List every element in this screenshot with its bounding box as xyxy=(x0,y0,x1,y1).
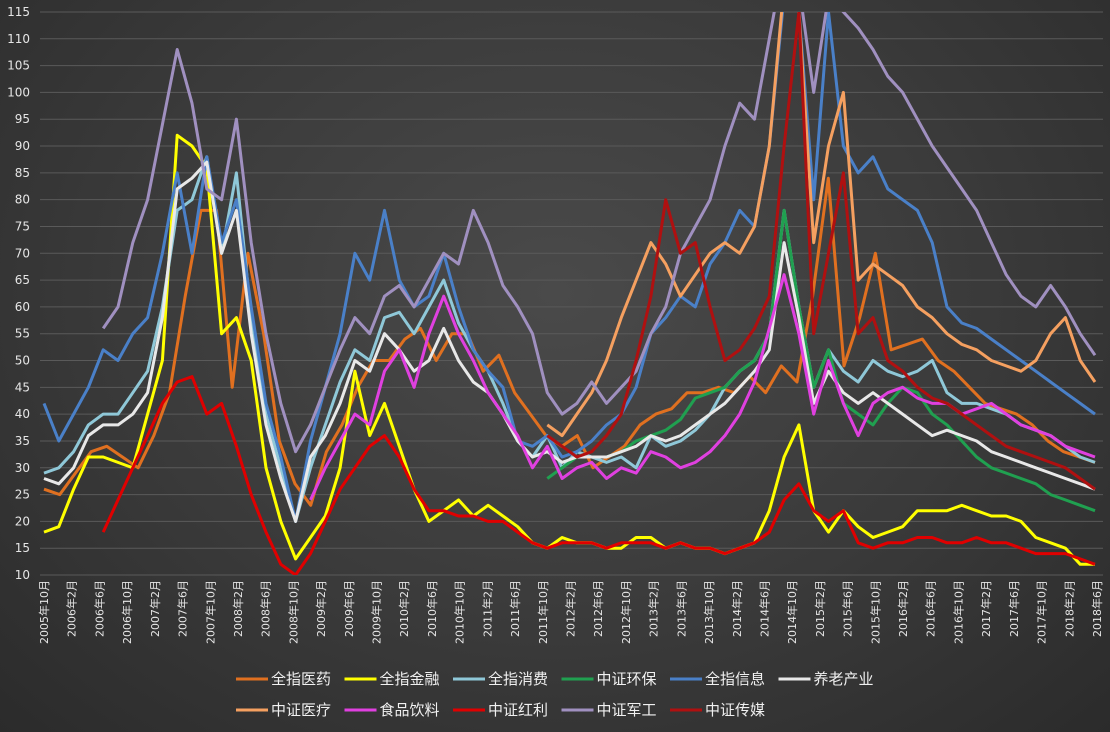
x-tick-label: 2008年2月 xyxy=(231,580,245,637)
legend-label: 全指消费 xyxy=(488,670,548,688)
x-tick-label: 2011年2月 xyxy=(480,580,494,637)
x-tick-label: 2006年2月 xyxy=(65,580,79,637)
y-tick-label: 115 xyxy=(7,5,30,19)
series-line-0 xyxy=(43,176,1096,507)
series-line-6 xyxy=(546,12,1097,438)
x-tick-label: 2006年10月 xyxy=(120,580,134,644)
x-tick-label: 2010年6月 xyxy=(425,580,439,637)
x-tick-label: 2013年2月 xyxy=(647,580,661,637)
y-tick-label: 105 xyxy=(7,59,30,73)
x-tick-label: 2014年2月 xyxy=(730,580,744,637)
x-tick-label: 2014年6月 xyxy=(757,580,771,637)
x-tick-label: 2015年2月 xyxy=(813,580,827,637)
series-line-4 xyxy=(42,12,1096,523)
y-tick-label: 15 xyxy=(15,541,30,555)
y-tick-label: 95 xyxy=(15,112,30,126)
x-tick-label: 2018年2月 xyxy=(1062,580,1076,637)
y-tick-label: 65 xyxy=(15,273,30,287)
x-tick-label: 2006年6月 xyxy=(92,580,106,637)
x-tick-label: 2009年6月 xyxy=(342,580,356,637)
y-tick-label: 110 xyxy=(7,32,30,46)
y-tick-label: 10 xyxy=(15,568,30,582)
y-tick-label: 45 xyxy=(15,380,30,394)
x-tick-label: 2013年6月 xyxy=(674,580,688,637)
y-tick-label: 80 xyxy=(15,193,30,207)
x-tick-label: 2011年6月 xyxy=(508,580,522,637)
x-tick-label: 2009年10月 xyxy=(370,580,384,644)
x-tick-label: 2016年2月 xyxy=(896,580,910,637)
x-tick-label: 2007年6月 xyxy=(176,580,190,637)
x-tick-label: 2007年10月 xyxy=(203,580,217,644)
legend-label: 全指金融 xyxy=(380,670,440,688)
y-tick-label: 100 xyxy=(7,85,30,99)
y-tick-label: 90 xyxy=(15,139,30,153)
x-tick-label: 2005年10月 xyxy=(37,580,51,644)
x-tick-label: 2010年2月 xyxy=(397,580,411,637)
x-tick-label: 2008年6月 xyxy=(259,580,273,637)
x-tick-label: 2012年10月 xyxy=(619,580,633,644)
series-line-9 xyxy=(101,12,1097,454)
x-tick-label: 2010年10月 xyxy=(453,580,467,644)
y-tick-label: 60 xyxy=(15,300,30,314)
legend-label: 全指信息 xyxy=(705,670,765,688)
y-axis-ticks: 10 15 20 25 30 35 40 45 50 55 60 65 70 75 80 85 90 95 100 1… xyxy=(7,5,30,582)
y-tick-label: 70 xyxy=(15,246,30,260)
legend-label: 中证传媒 xyxy=(705,701,765,719)
x-tick-label: 2014年10月 xyxy=(785,580,799,644)
x-tick-label: 2015年6月 xyxy=(841,580,855,637)
x-tick-label: 2017年2月 xyxy=(979,580,993,637)
x-tick-label: 2017年6月 xyxy=(1007,580,1021,637)
x-axis-ticks: 2005年10月 2006年2月 2006年6月 2006年10月 2007年2月 200… xyxy=(37,580,1104,644)
y-tick-label: 55 xyxy=(15,327,30,341)
x-tick-label: 2016年10月 xyxy=(951,580,965,644)
x-tick-label: 2012年2月 xyxy=(564,580,578,637)
y-tick-label: 85 xyxy=(15,166,30,180)
x-tick-label: 2013年10月 xyxy=(702,580,716,644)
x-tick-label: 2009年2月 xyxy=(314,580,328,637)
y-tick-label: 40 xyxy=(15,407,30,421)
legend-label: 中证红利 xyxy=(488,701,548,719)
y-tick-label: 50 xyxy=(15,354,30,368)
series-line-7 xyxy=(309,273,1096,501)
series-line-8 xyxy=(101,375,1096,575)
y-tick-label: 35 xyxy=(15,434,30,448)
series-line-5 xyxy=(43,160,1096,523)
x-tick-label: 2007年2月 xyxy=(148,580,162,637)
series-lines xyxy=(42,12,1097,575)
y-tick-label: 30 xyxy=(15,461,30,475)
legend-label: 中证环保 xyxy=(597,670,657,688)
x-tick-label: 2017年10月 xyxy=(1035,580,1049,644)
y-tick-label: 25 xyxy=(15,488,30,502)
legend-label: 中证军工 xyxy=(597,701,657,719)
series-line-3 xyxy=(546,208,1096,513)
x-tick-label: 2016年6月 xyxy=(924,580,938,637)
x-tick-label: 2018年6月 xyxy=(1090,580,1104,637)
x-tick-label: 2011年10月 xyxy=(536,580,550,644)
legend-label: 全指医药 xyxy=(271,670,331,688)
series-line-10 xyxy=(546,12,1096,491)
y-tick-label: 20 xyxy=(15,514,30,528)
y-tick-label: 75 xyxy=(15,219,30,233)
x-tick-label: 2008年10月 xyxy=(286,580,300,644)
legend-label: 养老产业 xyxy=(814,670,874,688)
legend-label: 中证医疗 xyxy=(271,701,331,719)
legend-label: 食品饮料 xyxy=(380,701,440,719)
x-tick-label: 2015年10月 xyxy=(868,580,882,644)
series-line-1 xyxy=(43,133,1095,566)
x-tick-label: 2012年6月 xyxy=(591,580,605,637)
